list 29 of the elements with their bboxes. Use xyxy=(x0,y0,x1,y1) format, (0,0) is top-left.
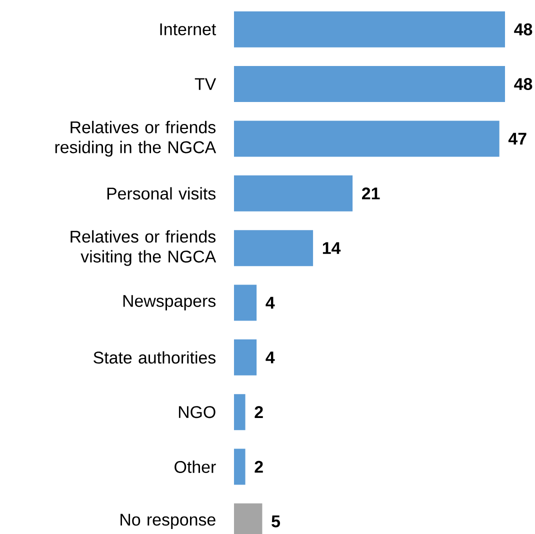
y-tick-label: Relatives or friends residing in the NGCA xyxy=(55,120,216,157)
data-label: 48 xyxy=(514,23,532,36)
bar xyxy=(234,230,314,266)
data-label: 4 xyxy=(266,352,275,364)
y-tick-label: TV xyxy=(194,78,216,90)
data-label: 2 xyxy=(254,406,263,418)
bar xyxy=(234,339,257,376)
bar xyxy=(234,284,257,321)
data-label: 14 xyxy=(322,242,341,254)
bar xyxy=(234,394,246,430)
bar xyxy=(234,120,500,157)
data-label: 47 xyxy=(508,132,526,145)
y-tick-label: No response xyxy=(120,514,216,530)
y-tick-label: Newspapers xyxy=(123,295,216,310)
bar xyxy=(234,66,505,102)
y-tick-label: Relatives or friends visiting the NGCA xyxy=(70,230,216,266)
data-label: 5 xyxy=(272,516,280,528)
bar xyxy=(234,11,505,48)
data-label: 48 xyxy=(514,78,532,90)
y-tick-label: NGO xyxy=(178,406,216,418)
y-tick-label: Other xyxy=(174,460,216,473)
data-label: 4 xyxy=(266,296,275,309)
data-label: 2 xyxy=(254,460,263,473)
y-tick-label: Personal visits xyxy=(107,187,216,200)
y-tick-label: State authorities xyxy=(94,351,216,364)
bar xyxy=(234,175,353,212)
bar xyxy=(234,448,246,485)
y-tick-label: Internet xyxy=(160,23,216,36)
data-label: 21 xyxy=(362,187,380,200)
